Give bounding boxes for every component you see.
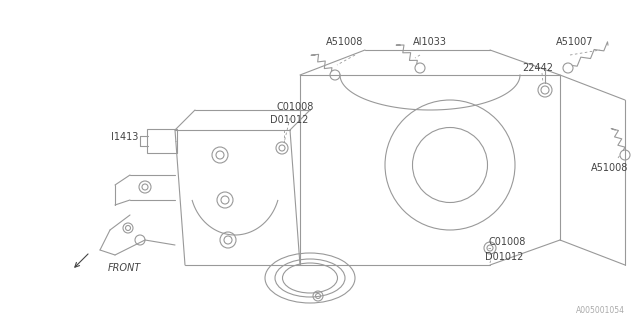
Text: D01012: D01012	[270, 115, 308, 125]
Text: 22442: 22442	[522, 63, 554, 73]
Text: I1413: I1413	[111, 132, 139, 142]
Text: C01008: C01008	[488, 237, 525, 247]
Text: A005001054: A005001054	[576, 306, 625, 315]
Text: A51008: A51008	[326, 37, 364, 47]
Text: D01012: D01012	[485, 252, 523, 262]
Text: FRONT: FRONT	[108, 263, 141, 273]
Text: AI1033: AI1033	[413, 37, 447, 47]
Text: A51008: A51008	[591, 163, 628, 173]
Text: A51007: A51007	[556, 37, 594, 47]
Text: C01008: C01008	[276, 102, 314, 112]
